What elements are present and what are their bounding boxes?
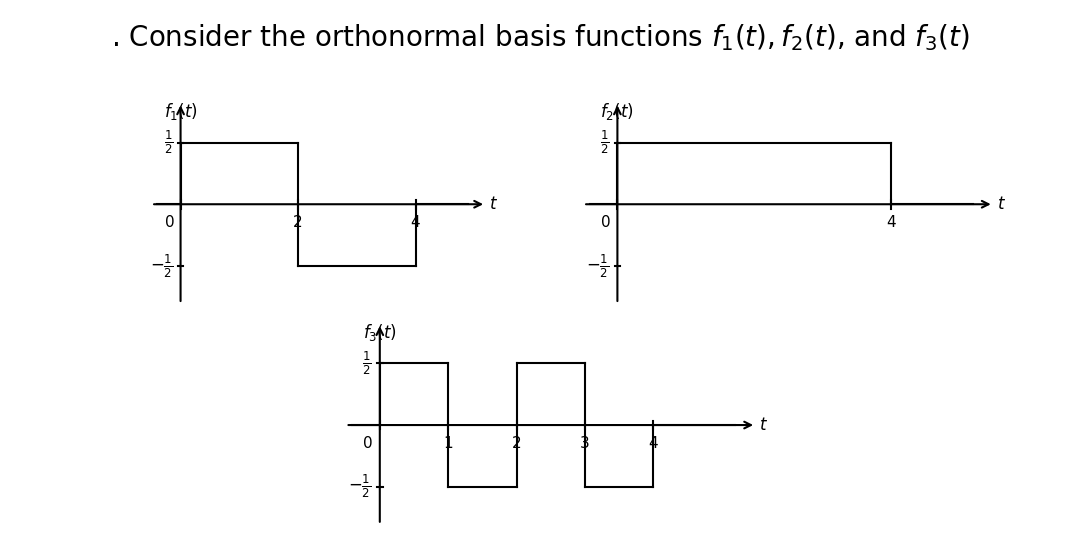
Text: $-\frac{1}{2}$: $-\frac{1}{2}$ [585,252,609,280]
Text: $f_1(t)$: $f_1(t)$ [164,102,198,123]
Text: $t$: $t$ [489,195,498,213]
Text: $\frac{1}{2}$: $\frac{1}{2}$ [362,349,372,377]
Text: $\frac{1}{2}$: $\frac{1}{2}$ [164,129,174,156]
Text: . Consider the orthonormal basis functions $f_1(t), f_2(t)$, and $f_3(t)$: . Consider the orthonormal basis functio… [110,22,970,53]
Text: 2: 2 [512,436,522,451]
Text: 0: 0 [363,436,373,451]
Text: 4: 4 [410,215,420,230]
Text: $t$: $t$ [759,416,769,434]
Text: $f_3(t)$: $f_3(t)$ [363,322,396,343]
Text: 0: 0 [600,215,610,230]
Text: $\frac{1}{2}$: $\frac{1}{2}$ [599,129,609,156]
Text: 3: 3 [580,436,590,451]
Text: 0: 0 [165,215,175,230]
Text: $f_2(t)$: $f_2(t)$ [600,102,634,123]
Text: 2: 2 [294,215,302,230]
Text: 4: 4 [887,215,895,230]
Text: $t$: $t$ [997,195,1007,213]
Text: $-\frac{1}{2}$: $-\frac{1}{2}$ [150,252,174,280]
Text: 1: 1 [444,436,453,451]
Text: $-\frac{1}{2}$: $-\frac{1}{2}$ [348,473,372,501]
Text: 4: 4 [649,436,658,451]
